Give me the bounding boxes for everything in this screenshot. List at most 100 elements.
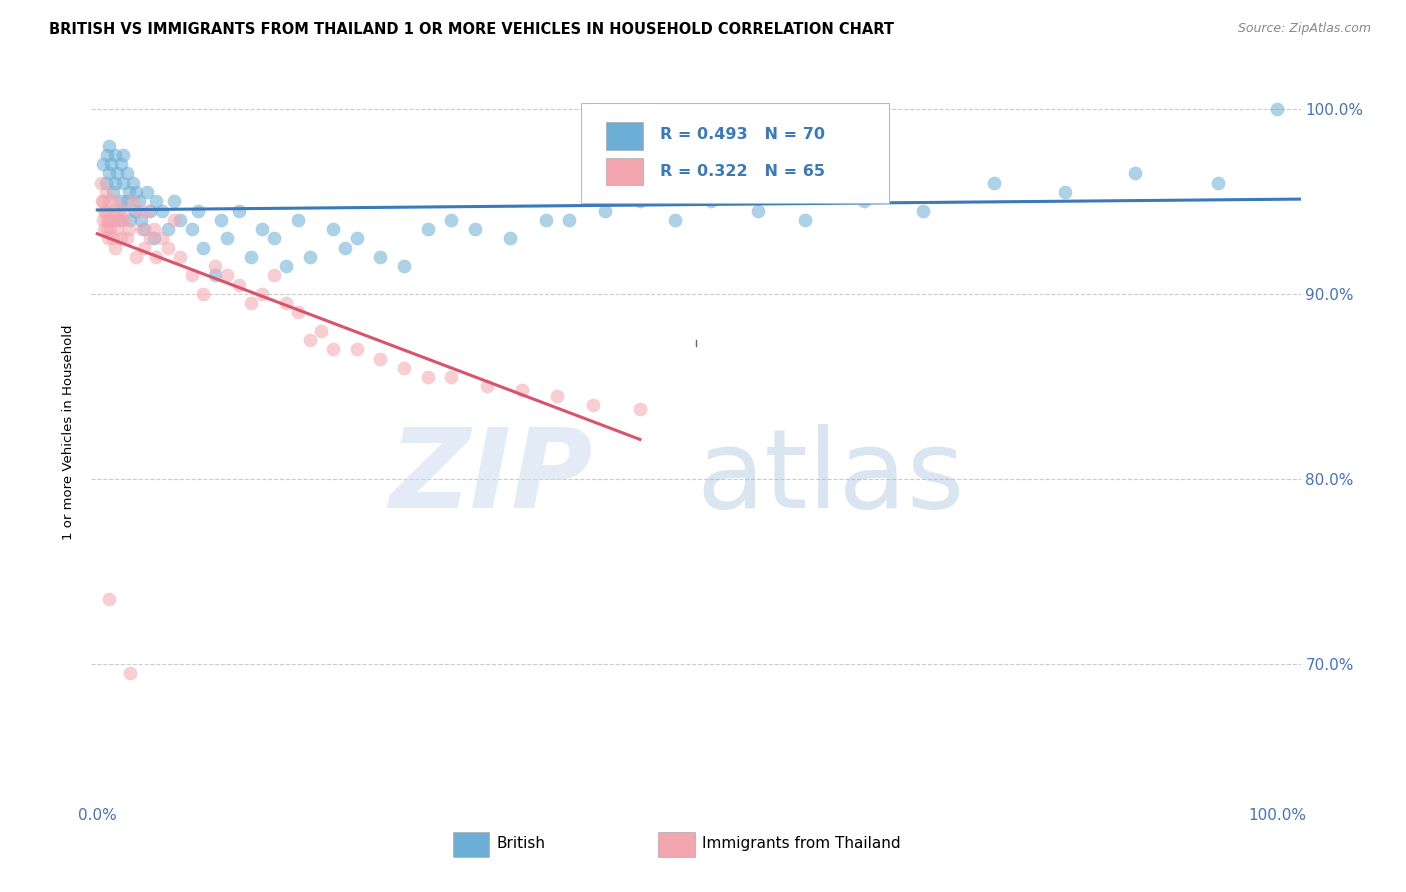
Point — [274, 296, 297, 310]
Point — [103, 203, 125, 218]
Point — [794, 212, 817, 227]
Point — [121, 194, 143, 209]
Point — [239, 250, 262, 264]
Point — [98, 222, 121, 236]
Point — [150, 203, 173, 218]
Point — [105, 222, 128, 236]
Point — [228, 277, 250, 292]
Point — [96, 212, 118, 227]
Point — [499, 231, 522, 245]
Point — [157, 240, 180, 254]
Point — [150, 231, 173, 245]
Point — [120, 212, 142, 227]
Point — [912, 203, 935, 218]
Point — [98, 212, 121, 227]
Point — [94, 203, 117, 218]
Point — [104, 212, 127, 227]
Point — [142, 222, 165, 236]
Point — [983, 176, 1005, 190]
Text: British: British — [496, 836, 546, 851]
Point — [91, 194, 114, 209]
Point — [346, 343, 368, 357]
Text: Source: ZipAtlas.com: Source: ZipAtlas.com — [1237, 22, 1371, 36]
Point — [534, 212, 557, 227]
Point — [628, 194, 651, 209]
Point — [96, 148, 118, 162]
Text: atlas: atlas — [696, 424, 965, 531]
Point — [322, 222, 344, 236]
Point — [558, 212, 581, 227]
Point — [180, 222, 202, 236]
Point — [105, 166, 128, 180]
Point — [311, 324, 333, 338]
Point — [180, 268, 202, 283]
Point — [593, 203, 616, 218]
Point — [546, 389, 568, 403]
Point — [129, 212, 152, 227]
Point — [121, 176, 143, 190]
Point — [298, 333, 321, 347]
Point — [145, 194, 167, 209]
Point — [131, 222, 153, 236]
Point — [118, 185, 141, 199]
Point — [93, 203, 115, 218]
Point — [370, 250, 392, 264]
Point — [287, 305, 309, 319]
Point — [1125, 166, 1147, 180]
Point — [747, 203, 769, 218]
Point — [440, 370, 463, 384]
Point — [169, 250, 191, 264]
Point — [298, 250, 321, 264]
Point — [193, 286, 215, 301]
Point — [125, 250, 148, 264]
FancyBboxPatch shape — [453, 831, 489, 857]
Point — [853, 194, 876, 209]
Point — [112, 148, 135, 162]
Point — [110, 231, 132, 245]
Point — [1265, 102, 1288, 116]
Point — [94, 185, 117, 199]
Point — [101, 185, 124, 199]
Point — [416, 370, 439, 384]
Point — [100, 212, 122, 227]
Point — [215, 231, 238, 245]
Point — [91, 157, 114, 171]
Point — [464, 222, 486, 236]
Point — [263, 268, 285, 283]
Point — [628, 401, 651, 416]
Point — [91, 212, 114, 227]
Point — [416, 222, 439, 236]
Point — [98, 138, 121, 153]
Point — [228, 203, 250, 218]
Point — [664, 212, 686, 227]
Point — [107, 203, 129, 218]
Point — [112, 176, 135, 190]
Text: BRITISH VS IMMIGRANTS FROM THAILAND 1 OR MORE VEHICLES IN HOUSEHOLD CORRELATION : BRITISH VS IMMIGRANTS FROM THAILAND 1 OR… — [49, 22, 894, 37]
Point — [98, 166, 121, 180]
Point — [475, 379, 498, 393]
Point — [93, 222, 115, 236]
Point — [274, 259, 297, 273]
Point — [110, 157, 132, 171]
Point — [105, 194, 128, 209]
Point — [169, 212, 191, 227]
Point — [142, 231, 165, 245]
Point — [98, 194, 121, 209]
Point — [135, 185, 157, 199]
Point — [101, 231, 124, 245]
Point — [115, 166, 138, 180]
Point — [1053, 185, 1076, 199]
Point — [91, 194, 114, 209]
Point — [115, 231, 138, 245]
Point — [107, 212, 129, 227]
Point — [125, 185, 148, 199]
Point — [187, 203, 209, 218]
Point — [252, 286, 274, 301]
Point — [104, 148, 127, 162]
Point — [134, 240, 156, 254]
Point — [136, 203, 159, 218]
Point — [322, 343, 344, 357]
Text: Immigrants from Thailand: Immigrants from Thailand — [702, 836, 901, 851]
Point — [370, 351, 392, 366]
Point — [440, 212, 463, 227]
